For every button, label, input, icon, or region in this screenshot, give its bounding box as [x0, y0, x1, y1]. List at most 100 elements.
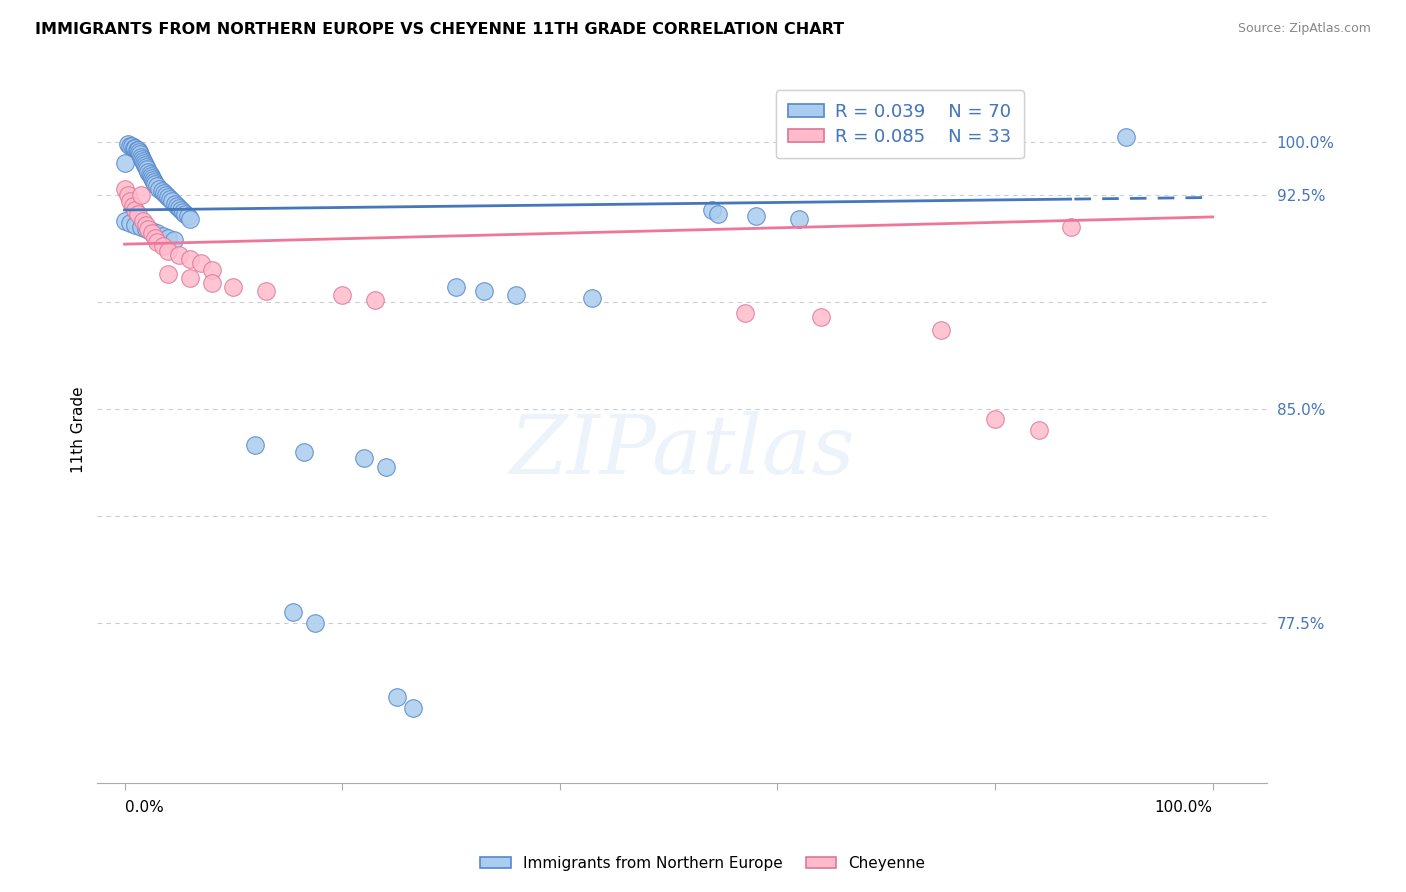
Point: [1060, 220, 1083, 235]
Point: [132, 213, 155, 227]
Point: [138, 164, 160, 178]
Text: 100.0%: 100.0%: [1154, 800, 1212, 815]
Text: Source: ZipAtlas.com: Source: ZipAtlas.com: [1237, 22, 1371, 36]
Point: [472, 284, 495, 298]
Point: [581, 291, 603, 305]
Point: [131, 152, 153, 166]
Point: [179, 211, 201, 226]
Point: [353, 450, 375, 465]
Point: [124, 141, 146, 155]
Point: [146, 235, 169, 249]
Point: [135, 160, 157, 174]
Point: [174, 207, 197, 221]
Point: [172, 205, 194, 219]
Point: [744, 210, 766, 224]
Point: [150, 184, 173, 198]
Point: [152, 228, 174, 243]
Point: [283, 605, 305, 619]
Point: [1115, 130, 1137, 145]
Legend: Immigrants from Northern Europe, Cheyenne: Immigrants from Northern Europe, Cheyenn…: [474, 850, 932, 877]
Point: [135, 218, 157, 232]
Point: [128, 145, 150, 160]
Point: [124, 218, 146, 232]
Point: [706, 207, 728, 221]
Point: [127, 143, 149, 157]
Point: [159, 192, 181, 206]
Point: [141, 224, 163, 238]
Point: [385, 690, 408, 705]
Point: [222, 280, 245, 294]
Point: [127, 207, 149, 221]
Point: [190, 256, 212, 270]
Point: [132, 153, 155, 168]
Point: [121, 139, 143, 153]
Point: [141, 170, 163, 185]
Point: [152, 239, 174, 253]
Point: [141, 227, 163, 241]
Point: [402, 701, 425, 715]
Point: [157, 190, 180, 204]
Point: [118, 216, 141, 230]
Y-axis label: 11th Grade: 11th Grade: [72, 387, 86, 474]
Point: [929, 323, 952, 337]
Text: IMMIGRANTS FROM NORTHERN EUROPE VS CHEYENNE 11TH GRADE CORRELATION CHART: IMMIGRANTS FROM NORTHERN EUROPE VS CHEYE…: [35, 22, 844, 37]
Point: [157, 231, 180, 245]
Point: [134, 158, 156, 172]
Point: [167, 248, 190, 262]
Point: [117, 188, 139, 202]
Point: [146, 227, 169, 241]
Text: ZIPatlas: ZIPatlas: [509, 411, 855, 491]
Point: [200, 263, 222, 277]
Point: [129, 149, 152, 163]
Point: [179, 252, 201, 267]
Point: [162, 233, 184, 247]
Point: [114, 156, 136, 170]
Point: [118, 139, 141, 153]
Point: [163, 196, 186, 211]
Point: [734, 305, 756, 319]
Point: [364, 293, 387, 307]
Point: [167, 201, 190, 215]
Point: [254, 284, 277, 298]
Point: [330, 288, 353, 302]
Point: [200, 276, 222, 290]
Point: [125, 143, 148, 157]
Point: [146, 179, 169, 194]
Point: [505, 288, 527, 302]
Point: [143, 178, 166, 192]
Point: [155, 188, 177, 202]
Point: [114, 181, 136, 195]
Point: [117, 136, 139, 151]
Point: [129, 188, 152, 202]
Point: [136, 162, 159, 177]
Point: [700, 202, 723, 217]
Point: [292, 444, 315, 458]
Point: [304, 615, 326, 630]
Point: [138, 167, 160, 181]
Point: [1028, 423, 1050, 437]
Point: [142, 173, 165, 187]
Point: [142, 175, 165, 189]
Point: [124, 202, 146, 217]
Point: [148, 181, 170, 195]
Point: [114, 213, 136, 227]
Point: [134, 156, 156, 170]
Point: [176, 210, 198, 224]
Point: [128, 147, 150, 161]
Point: [157, 244, 180, 258]
Point: [162, 194, 184, 209]
Point: [152, 186, 174, 200]
Point: [157, 267, 180, 281]
Point: [170, 202, 193, 217]
Text: 0.0%: 0.0%: [125, 800, 163, 815]
Point: [143, 231, 166, 245]
Point: [374, 459, 396, 474]
Point: [135, 222, 157, 236]
Point: [139, 169, 162, 183]
Point: [166, 199, 188, 213]
Point: [810, 310, 832, 324]
Point: [179, 271, 201, 285]
Point: [124, 141, 146, 155]
Point: [984, 412, 1007, 426]
Point: [118, 194, 141, 209]
